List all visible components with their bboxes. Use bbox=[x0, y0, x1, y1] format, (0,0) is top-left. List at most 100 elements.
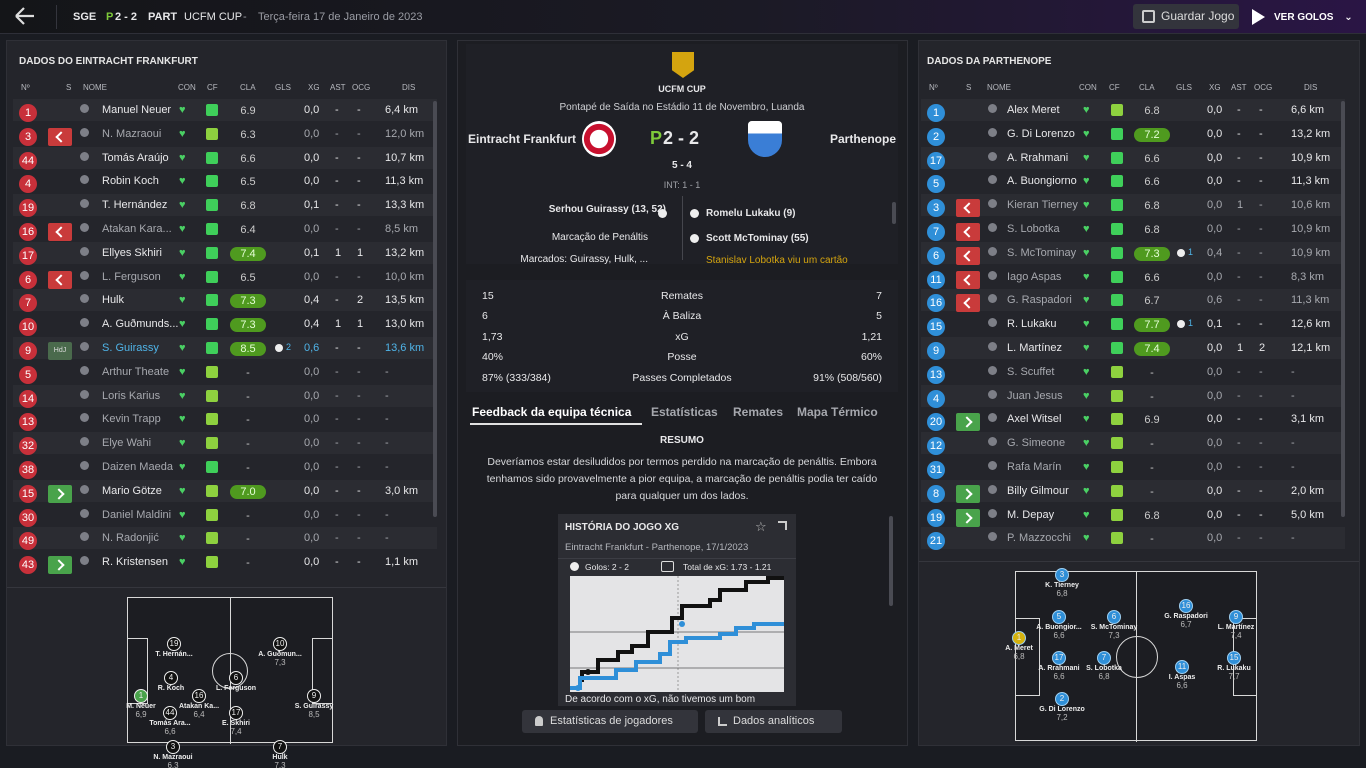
pitch-player[interactable]: 11 I. Aspas 6,6 bbox=[1154, 660, 1210, 690]
player-row[interactable]: 13 S. Scuffet ♥ - 0,0 - - - bbox=[921, 361, 1345, 384]
tab-statistics[interactable]: Estatísticas bbox=[651, 405, 718, 419]
player-row[interactable]: 10 A. Guðmunds... ♥ 7.3 0,4 1 1 13,0 km bbox=[13, 313, 437, 337]
pitch-player[interactable]: 5 A. Buongior... 6,6 bbox=[1031, 610, 1087, 640]
player-row[interactable]: 38 Daizen Maeda ♥ - 0,0 - - - bbox=[13, 456, 437, 479]
player-row[interactable]: 19 T. Hernández ♥ 6.8 0,1 - - 13,3 km bbox=[13, 194, 437, 218]
player-name[interactable]: R. Lukaku bbox=[1007, 318, 1057, 331]
pitch-player[interactable]: 1 A. Meret 6,8 bbox=[991, 631, 1047, 661]
player-row[interactable]: 9 L. Martínez ♥ 7.4 0,0 1 2 12,1 km bbox=[921, 337, 1345, 360]
expand-icon[interactable] bbox=[778, 521, 787, 530]
player-row[interactable]: 9 HdJ S. Guirassy ♥ 8.5 2 0,6 - - 13,6 km bbox=[13, 337, 437, 360]
feedback-scrollbar[interactable] bbox=[889, 516, 893, 606]
player-name[interactable]: Manuel Neuer bbox=[102, 104, 172, 116]
player-name[interactable]: Billy Gilmour bbox=[1007, 484, 1069, 497]
player-row[interactable]: 3 Kieran Tierney ♥ 6.8 0,0 1 - 10,6 km bbox=[921, 194, 1345, 218]
player-name[interactable]: Elye Wahi bbox=[102, 437, 152, 450]
player-name[interactable]: Ellyes Skhiri bbox=[102, 246, 162, 259]
col-cla[interactable]: CLA bbox=[1139, 83, 1155, 92]
player-name[interactable]: N. Mazraoui bbox=[102, 127, 162, 140]
player-row[interactable]: 49 N. Radonjić ♥ - 0,0 - - - bbox=[13, 527, 437, 551]
col-name[interactable]: NOME bbox=[987, 83, 1011, 92]
pitch-player[interactable]: 10 A. Guðmun... 7,3 bbox=[252, 637, 308, 667]
col-cf[interactable]: CF bbox=[207, 83, 218, 92]
back-arrow-icon[interactable] bbox=[14, 6, 40, 28]
player-row[interactable]: 43 R. Kristensen ♥ - 0,0 - - 1,1 km bbox=[13, 551, 437, 575]
view-goals-button[interactable]: VER GOLOS ⌄ bbox=[1252, 8, 1353, 28]
player-row[interactable]: 20 Axel Witsel ♥ 6.9 0,0 - - 3,1 km bbox=[921, 408, 1345, 432]
player-name[interactable]: Mario Götze bbox=[102, 484, 162, 497]
col-name[interactable]: NOME bbox=[83, 83, 107, 92]
col-con[interactable]: CON bbox=[178, 83, 196, 92]
player-name[interactable]: P. Mazzocchi bbox=[1007, 532, 1071, 545]
player-row[interactable]: 6 L. Ferguson ♥ 6.5 0,0 - - 10,0 km bbox=[13, 266, 437, 289]
player-row[interactable]: 11 Iago Aspas ♥ 6.6 0,0 - - 8,3 km bbox=[921, 266, 1345, 289]
player-row[interactable]: 16 Atakan Kara... ♥ 6.4 0,0 - - 8,5 km bbox=[13, 218, 437, 241]
home-team-name[interactable]: Eintracht Frankfurt bbox=[468, 132, 577, 146]
player-name[interactable]: Tomás Araújo bbox=[102, 151, 169, 164]
player-row[interactable]: 6 S. McTominay ♥ 7.3 1 0,4 - - 10,9 km bbox=[921, 241, 1345, 265]
col-cla[interactable]: CLA bbox=[240, 83, 256, 92]
player-row[interactable]: 30 Daniel Maldini ♥ - 0,0 - - - bbox=[13, 504, 437, 527]
pitch-player[interactable]: 3 K. Tierney 6,8 bbox=[1034, 568, 1090, 598]
player-row[interactable]: 32 Elye Wahi ♥ - 0,0 - - - bbox=[13, 432, 437, 456]
player-name[interactable]: N. Radonjić bbox=[102, 532, 159, 545]
player-name[interactable]: Iago Aspas bbox=[1007, 270, 1062, 283]
player-name[interactable]: S. Scuffet bbox=[1007, 365, 1055, 378]
pitch-player[interactable]: 3 N. Mazraoui 6,3 bbox=[145, 740, 201, 768]
player-name[interactable]: Axel Witsel bbox=[1007, 413, 1062, 426]
tab-heatmap[interactable]: Mapa Térmico bbox=[797, 405, 878, 419]
player-name[interactable]: Loris Karius bbox=[102, 389, 161, 402]
player-name[interactable]: A. Rrahmani bbox=[1007, 151, 1069, 164]
pitch-player[interactable]: 16 G. Raspadori 6,7 bbox=[1158, 599, 1214, 629]
pitch-player[interactable]: 1 M. Neuer 6,9 bbox=[113, 689, 169, 719]
pitch-player[interactable]: 16 Atakan Ka... 6,4 bbox=[171, 689, 227, 719]
home-scrollbar[interactable] bbox=[433, 101, 437, 517]
col-xg[interactable]: XG bbox=[1209, 83, 1221, 92]
tab-shots[interactable]: Remates bbox=[733, 405, 784, 419]
player-name[interactable]: G. Di Lorenzo bbox=[1007, 127, 1075, 140]
player-row[interactable]: 17 Ellyes Skhiri ♥ 7.4 0,1 1 1 13,2 km bbox=[13, 241, 437, 265]
player-row[interactable]: 8 Billy Gilmour ♥ - 0,0 - - 2,0 km bbox=[921, 479, 1345, 503]
col-dis[interactable]: DIS bbox=[1304, 83, 1318, 92]
player-name[interactable]: M. Depay bbox=[1007, 508, 1055, 521]
col-con[interactable]: CON bbox=[1079, 83, 1097, 92]
player-name[interactable]: R. Kristensen bbox=[102, 556, 169, 569]
player-row[interactable]: 16 G. Raspadori ♥ 6.7 0,6 - - 11,3 km bbox=[921, 289, 1345, 313]
pitch-player[interactable]: 44 Tomás Ara... 6,6 bbox=[142, 706, 198, 736]
pitch-player[interactable]: 6 L. Ferguson bbox=[208, 671, 264, 692]
pitch-player[interactable]: 19 T. Hernán... bbox=[146, 637, 202, 658]
col-gls[interactable]: GLS bbox=[275, 83, 292, 92]
col-num[interactable]: Nº bbox=[929, 83, 938, 92]
player-row[interactable]: 2 G. Di Lorenzo ♥ 7.2 0,0 - - 13,2 km bbox=[921, 123, 1345, 146]
star-icon[interactable]: ☆ bbox=[755, 519, 767, 534]
player-row[interactable]: 1 Manuel Neuer ♥ 6.9 0,0 - - 6,4 km bbox=[13, 99, 437, 122]
save-game-button[interactable]: Guardar Jogo bbox=[1133, 4, 1239, 29]
player-name[interactable]: A. Buongiorno bbox=[1007, 175, 1077, 188]
col-dis[interactable]: DIS bbox=[402, 83, 416, 92]
player-name[interactable]: Arthur Theate bbox=[102, 365, 170, 378]
pitch-player[interactable]: 15 R. Lukaku 7,7 bbox=[1206, 651, 1262, 681]
pitch-player[interactable]: 2 G. Di Lorenzo 7,2 bbox=[1034, 692, 1090, 722]
player-name[interactable]: S. Guirassy bbox=[102, 342, 159, 354]
player-row[interactable]: 12 G. Simeone ♥ - 0,0 - - - bbox=[921, 432, 1345, 456]
player-row[interactable]: 21 P. Mazzocchi ♥ - 0,0 - - - bbox=[921, 527, 1345, 551]
player-row[interactable]: 44 Tomás Araújo ♥ 6.6 0,0 - - 10,7 km bbox=[13, 146, 437, 170]
player-name[interactable]: G. Raspadori bbox=[1007, 294, 1072, 307]
player-row[interactable]: 31 Rafa Marín ♥ - 0,0 - - - bbox=[921, 456, 1345, 479]
player-row[interactable]: 4 Robin Koch ♥ 6.5 0,0 - - 11,3 km bbox=[13, 170, 437, 194]
events-scrollbar[interactable] bbox=[892, 202, 896, 224]
col-ast[interactable]: AST bbox=[1231, 83, 1247, 92]
col-cf[interactable]: CF bbox=[1109, 83, 1120, 92]
player-name[interactable]: Rafa Marín bbox=[1007, 461, 1062, 473]
player-name[interactable]: G. Simeone bbox=[1007, 437, 1066, 450]
player-row[interactable]: 7 Hulk ♥ 7.3 0,4 - 2 13,5 km bbox=[13, 289, 437, 313]
player-name[interactable]: Juan Jesus bbox=[1007, 389, 1063, 402]
player-row[interactable]: 19 M. Depay ♥ 6.8 0,0 - - 5,0 km bbox=[921, 504, 1345, 527]
pitch-player[interactable]: 17 E. Skhiri 7,4 bbox=[208, 706, 264, 736]
player-row[interactable]: 4 Juan Jesus ♥ - 0,0 - - - bbox=[921, 384, 1345, 408]
player-name[interactable]: Hulk bbox=[102, 294, 125, 307]
pitch-player[interactable]: 4 R. Koch bbox=[143, 671, 199, 692]
player-row[interactable]: 5 A. Buongiorno ♥ 6.6 0,0 - - 11,3 km bbox=[921, 170, 1345, 194]
player-name[interactable]: A. Guðmunds... bbox=[102, 318, 179, 331]
away-scrollbar[interactable] bbox=[1341, 101, 1345, 517]
